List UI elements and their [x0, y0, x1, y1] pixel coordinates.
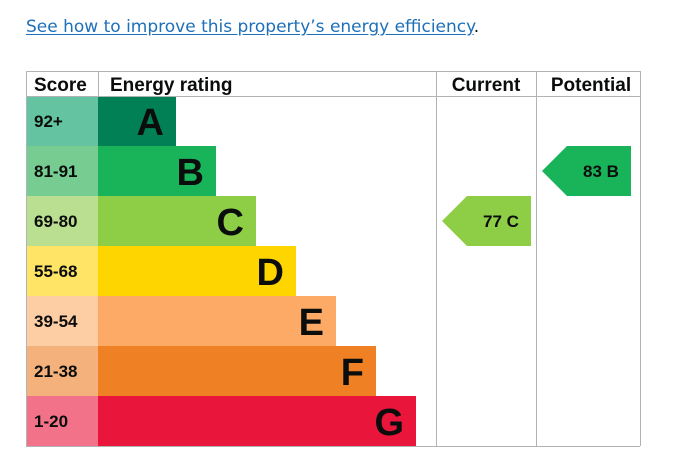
rating-bar-c — [98, 196, 256, 246]
rating-bar-b — [98, 146, 216, 196]
rating-bar-a — [98, 96, 176, 146]
score-cell-f — [26, 346, 98, 396]
current-rating-label: 77 C — [483, 212, 519, 231]
score-cell-g — [26, 396, 98, 446]
rating-bar-g — [98, 396, 416, 446]
rating-letter-c: C — [217, 202, 244, 244]
rating-letter-a: A — [137, 102, 164, 144]
rating-letter-d: D — [257, 252, 284, 294]
score-range-f: 21-38 — [34, 362, 77, 381]
grid-layer — [26, 71, 641, 447]
potential-rating-label: 83 B — [583, 162, 619, 181]
score-range-e: 39-54 — [34, 312, 78, 331]
improve-efficiency-link[interactable]: See how to improve this property’s energ… — [26, 17, 474, 37]
header-layer: Score Energy rating Current Potential — [34, 75, 631, 96]
bands-layer: 92+ A 81-91 B 69-80 C 55-68 D 39-54 E 21-38 F 1-20 G — [26, 96, 416, 446]
score-range-a: 92+ — [34, 112, 63, 131]
header-potential: Potential — [551, 75, 631, 96]
rating-bar-d — [98, 246, 296, 296]
score-range-d: 55-68 — [34, 262, 77, 281]
rating-bar-e — [98, 296, 336, 346]
score-cell-c — [26, 196, 98, 246]
score-cell-d — [26, 246, 98, 296]
arrows-layer: 77 C 83 B — [442, 146, 631, 246]
rating-letter-f: F — [341, 352, 364, 394]
rating-letter-b: B — [177, 152, 204, 194]
score-cell-b — [26, 146, 98, 196]
header-energy-rating: Energy rating — [110, 75, 232, 96]
header-current: Current — [452, 75, 521, 96]
score-cell-e — [26, 296, 98, 346]
improve-efficiency-text: See how to improve this property’s energ… — [26, 17, 479, 37]
header-score: Score — [34, 75, 87, 96]
rating-letter-e: E — [299, 302, 324, 344]
rating-bar-f — [98, 346, 376, 396]
rating-letter-g: G — [374, 402, 404, 444]
score-cell-a — [26, 96, 98, 146]
current-arrow — [442, 196, 531, 246]
potential-arrow — [542, 146, 631, 196]
score-range-g: 1-20 — [34, 412, 68, 431]
score-range-b: 81-91 — [34, 162, 77, 181]
link-suffix: . — [473, 17, 480, 37]
score-range-c: 69-80 — [34, 212, 77, 231]
